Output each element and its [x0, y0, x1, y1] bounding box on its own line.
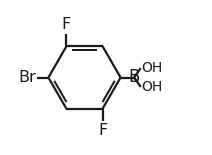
Text: F: F	[62, 17, 71, 32]
Text: OH: OH	[141, 80, 163, 94]
Text: B: B	[128, 69, 140, 86]
Text: F: F	[98, 123, 107, 138]
Text: OH: OH	[141, 61, 163, 75]
Text: Br: Br	[18, 70, 36, 85]
